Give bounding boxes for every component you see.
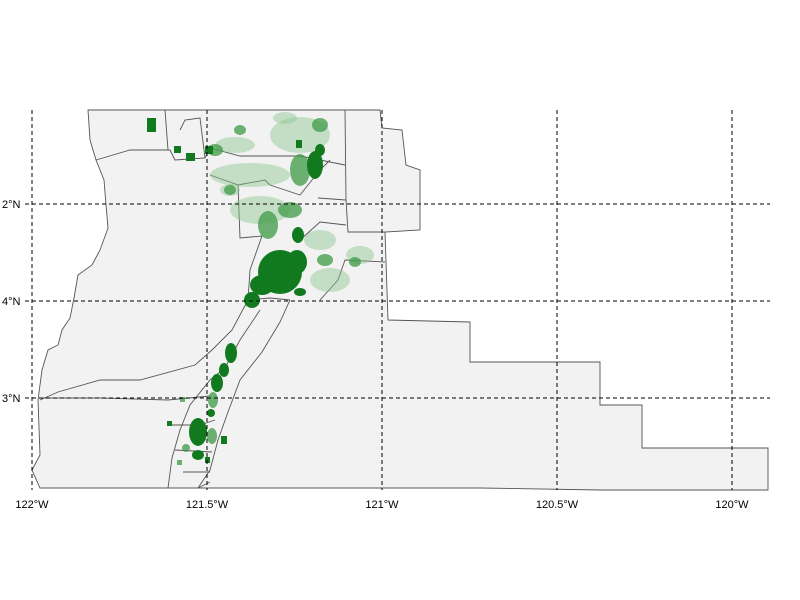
lon-label-120w: 120°W: [715, 499, 749, 511]
lon-label-122w: 122°W: [15, 499, 49, 511]
latitude-labels: 2°N 4°N 3°N: [2, 199, 21, 405]
graticule: [25, 110, 770, 490]
development-areas: [147, 112, 374, 465]
longitude-labels: 122°W 121.5°W 121°W 120.5°W 120°W: [15, 499, 749, 511]
county-outline: [31, 109, 769, 491]
lon-label-121w: 121°W: [365, 499, 399, 511]
lon-label-120-5w: 120.5°W: [536, 499, 579, 511]
lat-label-2n: 2°N: [2, 199, 21, 211]
lat-label-4n: 4°N: [2, 296, 21, 308]
lat-label-3n: 3°N: [2, 393, 21, 405]
lon-label-121-5w: 121.5°W: [186, 499, 229, 511]
